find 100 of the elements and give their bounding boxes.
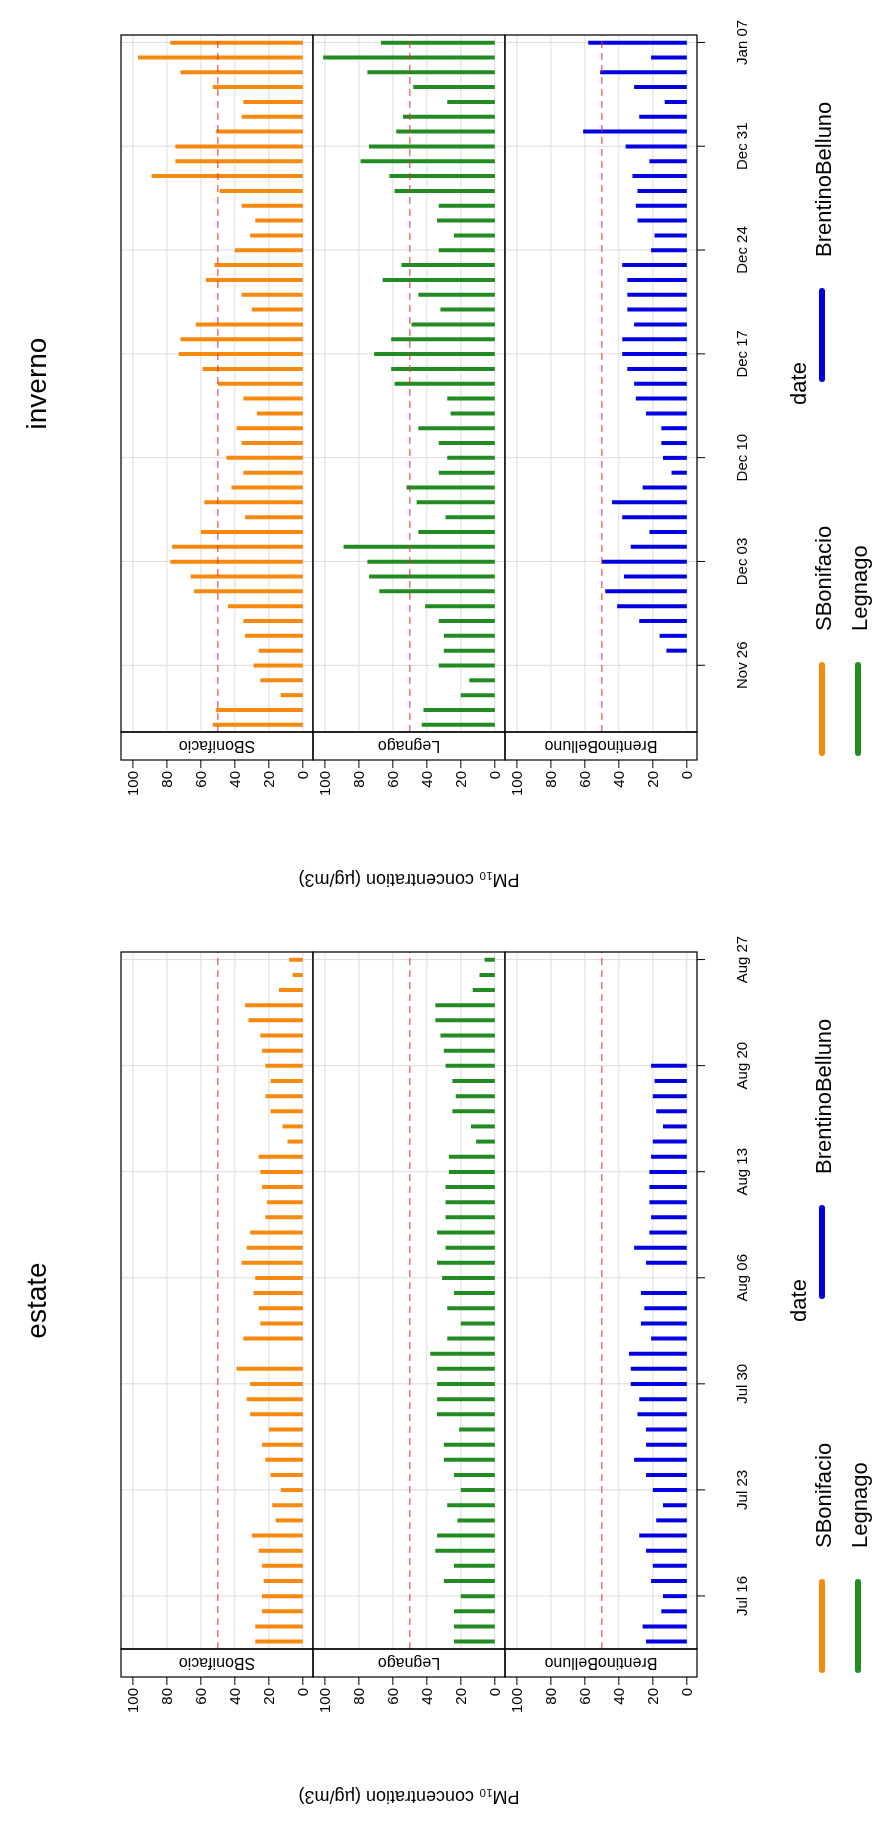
bar bbox=[270, 1109, 303, 1114]
bar bbox=[435, 1003, 495, 1008]
x-tick-label: 100 bbox=[124, 771, 142, 797]
bar bbox=[262, 1609, 303, 1614]
bar bbox=[651, 1154, 687, 1159]
bar bbox=[265, 1215, 303, 1220]
bar bbox=[258, 1548, 303, 1553]
bar bbox=[460, 1594, 495, 1599]
text: BrentinoBelluno bbox=[544, 737, 658, 755]
bar bbox=[280, 1488, 303, 1493]
bar bbox=[637, 188, 687, 193]
bar bbox=[612, 500, 687, 505]
y-tick-label: Jan 07 bbox=[733, 19, 750, 65]
text: BrentinoBelluno bbox=[811, 101, 836, 257]
x-tick-label: 80 bbox=[542, 1688, 560, 1705]
bar bbox=[430, 1351, 495, 1356]
bar bbox=[171, 544, 303, 549]
bar bbox=[634, 1245, 687, 1250]
bar bbox=[246, 1245, 303, 1250]
bar bbox=[411, 322, 495, 327]
bar bbox=[170, 559, 303, 564]
bar bbox=[219, 188, 303, 193]
bar bbox=[226, 455, 303, 460]
bar bbox=[627, 307, 687, 312]
bar bbox=[663, 1594, 687, 1599]
bar bbox=[262, 1563, 303, 1568]
bar bbox=[190, 574, 303, 579]
x-tick-label: 60 bbox=[192, 771, 210, 788]
bar bbox=[649, 530, 687, 535]
bar bbox=[289, 957, 303, 962]
x-tick-label: 20 bbox=[452, 1688, 470, 1705]
y-tick-label: Aug 06 bbox=[733, 1254, 750, 1302]
bar bbox=[634, 322, 687, 327]
y-tick-label: Dec 03 bbox=[733, 537, 750, 586]
bar bbox=[421, 722, 495, 727]
bar bbox=[443, 1579, 495, 1583]
bar bbox=[634, 85, 687, 90]
bar bbox=[260, 1033, 303, 1038]
bar bbox=[323, 55, 495, 60]
bar bbox=[640, 1291, 687, 1296]
x-tick-label: 20 bbox=[452, 771, 470, 788]
bar bbox=[243, 619, 303, 623]
bar bbox=[216, 707, 303, 712]
bar bbox=[250, 1412, 303, 1417]
bar bbox=[236, 426, 303, 431]
bar bbox=[250, 1230, 303, 1235]
bar bbox=[267, 1200, 303, 1205]
bar bbox=[214, 263, 303, 268]
bar bbox=[245, 515, 303, 520]
series-label: Legnago bbox=[377, 1654, 441, 1672]
bar bbox=[649, 1230, 687, 1235]
bar bbox=[253, 663, 303, 668]
bar bbox=[454, 1563, 495, 1568]
bar bbox=[256, 411, 303, 416]
bar bbox=[180, 70, 303, 75]
y-tick-label: Dec 10 bbox=[733, 433, 750, 482]
bar bbox=[635, 396, 687, 401]
x-tick-label: 0 bbox=[294, 771, 312, 780]
x-tick-label: 0 bbox=[678, 771, 696, 780]
text: Legnago bbox=[847, 545, 872, 631]
bar bbox=[180, 337, 303, 342]
bar bbox=[212, 85, 303, 90]
series-label: SBonifacio bbox=[178, 737, 256, 755]
x-tick-label: 80 bbox=[350, 1688, 368, 1705]
bar bbox=[652, 1094, 687, 1099]
bar bbox=[246, 1397, 303, 1402]
bar bbox=[437, 1230, 495, 1235]
bar bbox=[484, 957, 495, 962]
x-tick-label: 100 bbox=[508, 771, 526, 797]
bar bbox=[245, 633, 303, 638]
bar bbox=[391, 366, 495, 371]
bar bbox=[258, 648, 303, 653]
bar bbox=[454, 233, 495, 238]
bar bbox=[646, 1442, 687, 1447]
x-axis-title: PM₁₀ concentration (µg/m3) bbox=[298, 870, 520, 890]
bar bbox=[204, 500, 303, 505]
bar bbox=[241, 441, 303, 446]
bar bbox=[663, 455, 687, 460]
y-tick-label: Dec 17 bbox=[733, 330, 750, 378]
bar bbox=[448, 1154, 495, 1159]
bar bbox=[649, 1169, 687, 1174]
bar bbox=[460, 1488, 495, 1493]
bar bbox=[216, 129, 303, 134]
bar bbox=[471, 1124, 495, 1129]
bar bbox=[268, 1427, 303, 1432]
bar bbox=[447, 455, 495, 460]
y-tick-label: Nov 26 bbox=[733, 641, 750, 690]
bar bbox=[666, 648, 687, 653]
bar bbox=[270, 1472, 303, 1477]
bar bbox=[440, 1033, 495, 1038]
bar bbox=[649, 159, 687, 164]
bar bbox=[654, 233, 687, 238]
x-tick-label: 80 bbox=[158, 771, 176, 788]
bar bbox=[437, 1533, 495, 1538]
bar bbox=[253, 1291, 303, 1296]
bar bbox=[137, 55, 303, 60]
bar bbox=[251, 1533, 303, 1538]
bar bbox=[651, 55, 687, 60]
bar bbox=[437, 1382, 495, 1387]
bar bbox=[479, 972, 495, 977]
